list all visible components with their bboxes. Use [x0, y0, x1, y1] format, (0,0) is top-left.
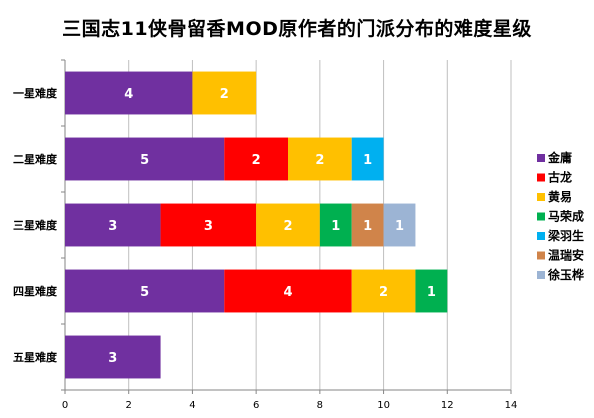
- bar-segment: [351, 203, 384, 247]
- legend-label: 马荣成: [548, 209, 584, 224]
- legend-label: 古龙: [548, 170, 572, 185]
- x-tick-label: 12: [441, 400, 454, 411]
- bar-data-label: 2: [252, 153, 261, 168]
- bar-data-label: 1: [427, 285, 436, 300]
- legend-swatch: [537, 271, 545, 279]
- x-tick-label: 4: [189, 400, 195, 411]
- legend-swatch: [537, 154, 545, 162]
- y-tick-label: 五星难度: [13, 350, 58, 364]
- bar-segment: [319, 203, 352, 247]
- legend-swatch: [537, 212, 545, 221]
- bar-data-label: 1: [363, 153, 372, 168]
- legend-swatch: [537, 193, 545, 201]
- bar-data-label: 3: [108, 219, 117, 234]
- bar-segment: [65, 203, 161, 247]
- bar-segment: [160, 203, 257, 247]
- bar-data-label: 3: [108, 351, 117, 366]
- x-tick-label: 10: [377, 400, 390, 411]
- legend-label: 梁羽生: [547, 228, 584, 243]
- bar-segment: [256, 203, 320, 247]
- bar-data-label: 2: [379, 285, 388, 300]
- bar-data-label: 1: [331, 219, 340, 234]
- bar-segment: [224, 269, 352, 313]
- bar-data-label: 2: [315, 153, 324, 168]
- chart-title: 三国志11侠骨留香MOD原作者的门派分布的难度星级: [62, 18, 532, 40]
- x-tick-label: 14: [505, 400, 518, 411]
- bar-segment: [351, 269, 416, 313]
- bar-segment: [351, 137, 384, 181]
- bars-layer: 4 2 5 2 2 1 3 3 2 1 1 1 5 4 2 1 3: [65, 71, 448, 379]
- x-tick-label: 6: [253, 400, 259, 411]
- bar-data-label: 5: [140, 153, 149, 168]
- legend-swatch: [537, 232, 545, 240]
- bar-segment: [65, 137, 225, 181]
- y-tick-label: 二星难度: [13, 152, 58, 166]
- x-tick-label: 8: [317, 400, 323, 411]
- bar-data-label: 1: [395, 219, 404, 234]
- y-tick-label: 一星难度: [13, 86, 58, 100]
- legend-swatch: [537, 251, 545, 260]
- legend-label: 金庸: [547, 150, 572, 165]
- bar-segment: [224, 137, 288, 181]
- legend-label: 温瑞安: [548, 248, 584, 263]
- bar-data-label: 2: [283, 219, 292, 234]
- x-tick-label: 2: [126, 400, 132, 411]
- bar-segment: [192, 71, 257, 115]
- bar-segment: [65, 269, 225, 313]
- bar-segment: [383, 203, 416, 247]
- bar-data-label: 5: [140, 285, 149, 300]
- legend-label: 黄易: [548, 189, 572, 204]
- bar-data-label: 3: [204, 219, 213, 234]
- bar-data-label: 4: [124, 87, 133, 102]
- bar-segment: [65, 71, 193, 115]
- x-tick-label: 0: [62, 400, 68, 411]
- bar-data-label: 1: [363, 219, 372, 234]
- y-tick-label: 四星难度: [13, 284, 58, 298]
- bar-segment: [288, 137, 352, 181]
- bar-segment: [65, 335, 161, 379]
- bar-segment: [415, 269, 448, 313]
- bar-data-label: 4: [283, 285, 292, 300]
- legend-swatch: [537, 173, 545, 182]
- y-tick-label: 三星难度: [13, 218, 58, 232]
- bar-data-label: 2: [220, 87, 229, 102]
- legend-label: 徐玉桦: [547, 267, 584, 282]
